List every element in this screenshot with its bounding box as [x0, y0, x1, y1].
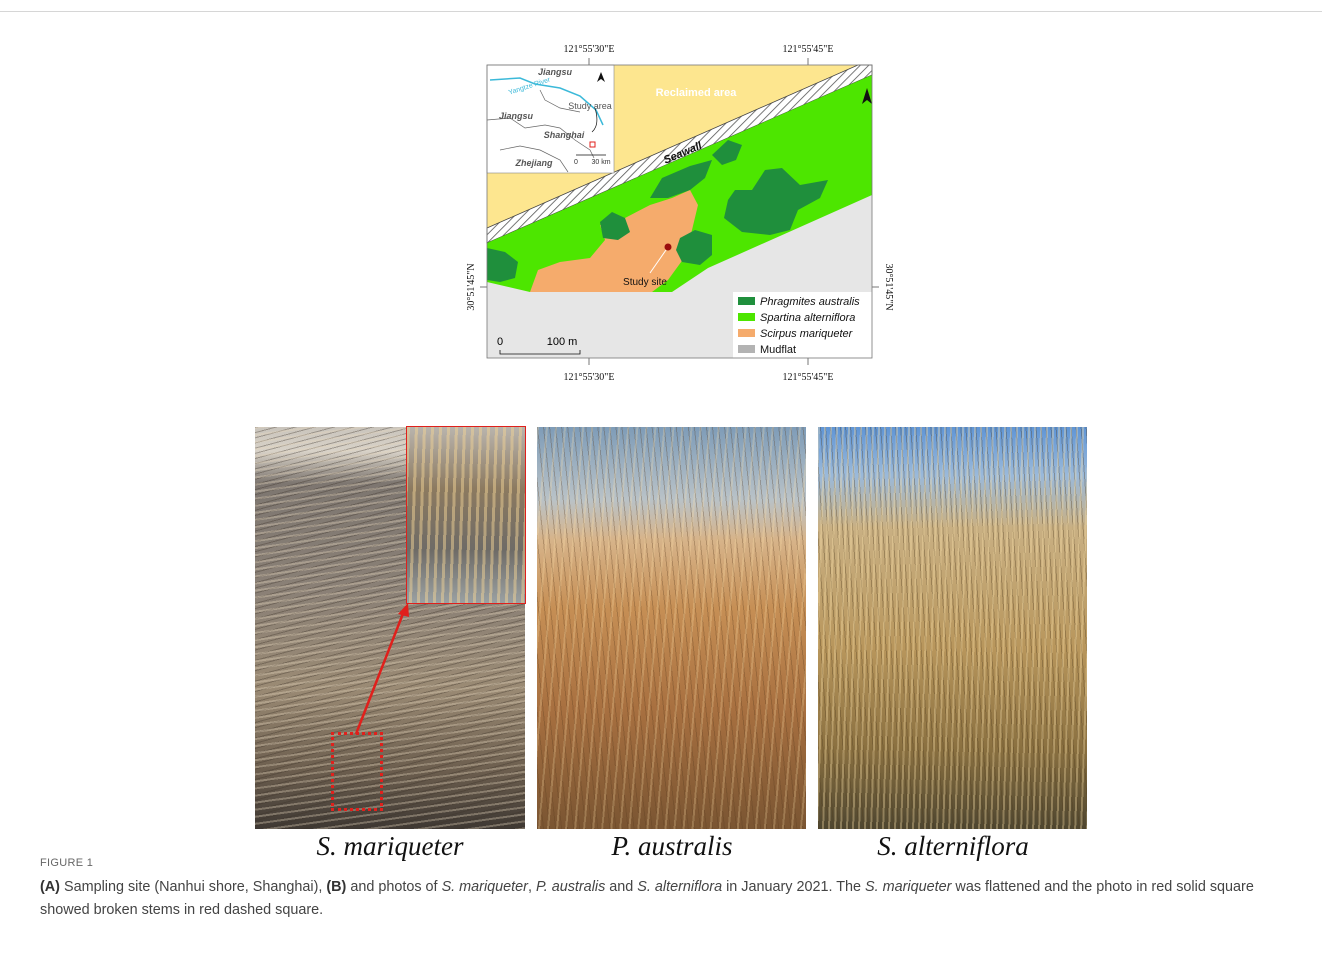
legend-label: Spartina alterniflora — [760, 312, 855, 324]
coord-label: 30°51'45"N — [466, 263, 477, 310]
north-arrow — [862, 88, 872, 104]
caption-segment: and photos of — [346, 879, 442, 895]
top-rule — [0, 11, 1322, 12]
reclaimed-label: Reclaimed area — [656, 87, 738, 99]
inset-scale: 0 — [574, 159, 578, 166]
scale-label: 0 — [497, 336, 503, 348]
legend: Phragmites australis Spartina alterniflor… — [733, 292, 872, 358]
inset-scale: 30 km — [591, 159, 610, 166]
photo-p-australis — [537, 427, 806, 829]
legend-label: Scirpus mariqueter — [760, 328, 854, 340]
caption-segment: , — [527, 879, 536, 895]
inset-label: Jiangsu — [499, 111, 534, 121]
photo-s-alterniflora — [818, 427, 1087, 829]
coord-label: 121°55'45"E — [783, 44, 834, 55]
zoom-photo — [406, 426, 526, 604]
inset-map: Jiangsu Yangtze River Study area Jiangsu… — [486, 64, 615, 174]
study-site-leader — [649, 249, 667, 274]
coord-label: 121°55'30"E — [564, 372, 615, 383]
photo-caption: S. mariqueter — [316, 831, 464, 861]
caption-segment: was flattened and the photo in red solid… — [40, 879, 1254, 918]
caption-segment: and — [605, 879, 638, 895]
caption-segment: S. mariqueter — [865, 879, 952, 895]
inset-label: Zhejiang — [514, 158, 553, 168]
legend-label: Phragmites australis — [760, 296, 860, 308]
figure-caption: (A) Sampling site (Nanhui shore, Shangha… — [40, 876, 1290, 922]
coordinates: 121°55'30"E 121°55'45"E 121°55'30"E 121°… — [466, 44, 894, 383]
scale-bar: 0 100 m — [497, 336, 581, 355]
photo-caption: S. alterniflora — [877, 831, 1029, 861]
caption-segment: (A) — [40, 879, 60, 895]
scirpus-zone — [530, 190, 698, 292]
map-body: Study site Reclaimed area Seawall Jiangs… — [486, 64, 873, 359]
study-site-point — [664, 243, 672, 251]
inset-label: Jiangsu — [538, 67, 573, 77]
legend-swatch — [738, 297, 755, 305]
scale-label: 100 m — [547, 336, 578, 348]
coord-label: 121°55'45"E — [783, 372, 834, 383]
phragmites-patches — [487, 140, 828, 282]
caption-segment: in January 2021. The — [722, 879, 866, 895]
figure-label: FIGURE 1 — [40, 857, 94, 869]
coord-label: 121°55'30"E — [564, 44, 615, 55]
legend-swatch — [738, 329, 755, 337]
dashed-square — [331, 732, 383, 811]
map-frame — [486, 64, 873, 359]
coord-label: 30°51'45"N — [883, 263, 894, 310]
caption-segment: Sampling site (Nanhui shore, Shanghai), — [59, 879, 327, 895]
photo-caption: P. australis — [611, 831, 733, 861]
caption-segment: S. mariqueter — [441, 879, 528, 895]
inset-label: Shanghai — [544, 130, 585, 140]
legend-swatch — [738, 345, 755, 353]
caption-segment: (B) — [326, 879, 347, 895]
legend-box — [733, 292, 872, 358]
caption-segment: S. alterniflora — [637, 879, 723, 895]
caption-segment: P. australis — [535, 879, 606, 895]
inset-label: Study area — [568, 101, 612, 111]
study-site-label: Study site — [623, 277, 667, 288]
legend-swatch — [738, 313, 755, 321]
legend-label: Mudflat — [760, 344, 796, 356]
map-figure: Study site Reclaimed area Seawall Jiangs… — [466, 44, 894, 383]
